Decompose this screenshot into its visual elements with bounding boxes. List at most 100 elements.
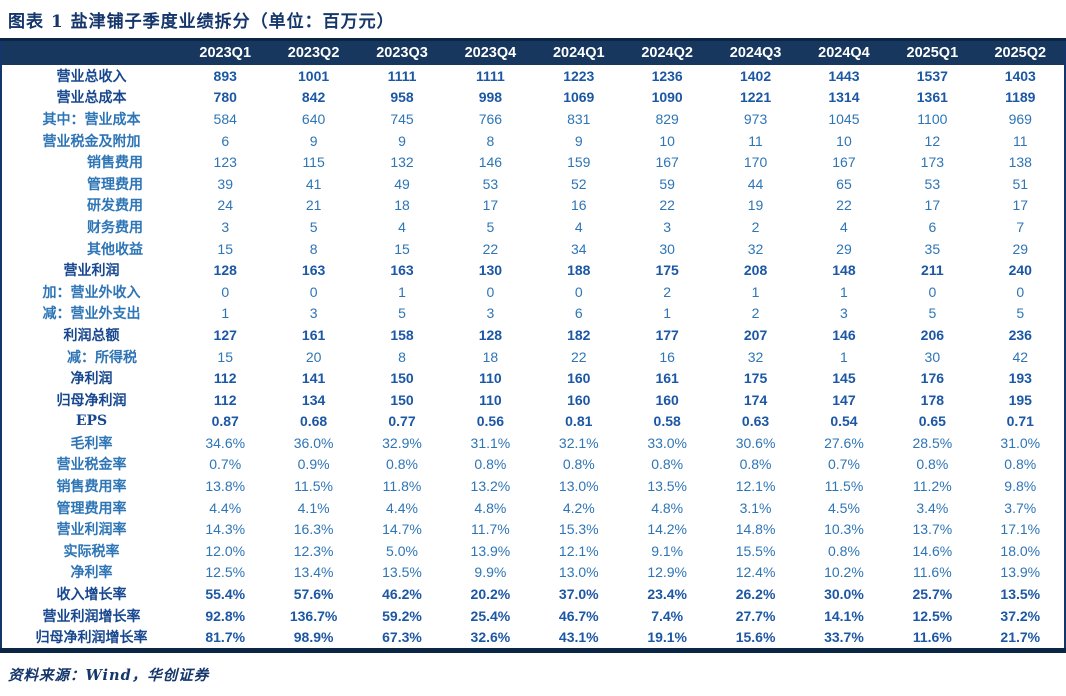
value-cell: 34.6%	[205, 434, 246, 451]
value-cell: 13.5%	[1000, 586, 1041, 603]
value-cell: 136.7%	[289, 607, 338, 624]
row-label: 其他收益	[87, 241, 144, 258]
value-cell: 17	[482, 197, 499, 214]
value-cell: 1	[751, 283, 760, 300]
value-cell: 0.8%	[474, 456, 507, 473]
value-cell: 1236	[651, 67, 683, 84]
value-cell: 1100	[917, 110, 948, 127]
value-cell: 5	[309, 218, 318, 235]
value-cell: 36.0%	[293, 434, 334, 451]
value-cell: 11.6%	[913, 564, 952, 581]
value-cell: 9.1%	[651, 542, 684, 559]
value-cell: 148	[832, 262, 856, 279]
value-cell: 22	[482, 240, 499, 257]
value-cell: 167	[655, 154, 679, 171]
value-cell: 14.3%	[205, 521, 246, 538]
value-cell: 0.87	[211, 413, 239, 430]
value-cell: 3.7%	[1004, 499, 1037, 516]
value-cell: 9	[398, 132, 406, 149]
value-cell: 4.8%	[651, 499, 684, 516]
value-cell: 170	[743, 154, 768, 171]
value-cell: 1	[840, 348, 848, 365]
value-cell: 5	[486, 218, 495, 235]
table-row: 管理费用率 4.4% 4.1% 4.4% 4.8% 4.2% 4.8% 3.1% 4.5% 3.4…	[1, 497, 1065, 519]
value-cell: 0.9%	[297, 456, 330, 473]
value-cell: 167	[832, 154, 856, 171]
row-label: 营业税金率	[56, 457, 127, 474]
value-cell: 15	[394, 240, 410, 257]
table-row: 营业总成本 780 842 958 998 1069 1090 1221 1314 1361 118…	[1, 87, 1065, 109]
table-row: 实际税率 12.0% 12.3% 5.0% 13.9% 12.1% 9.1% 15.5% 0.8…	[1, 540, 1065, 562]
row-label: 营业利润	[63, 263, 120, 280]
value-cell: 29	[836, 240, 852, 257]
value-cell: 12.1%	[735, 478, 776, 495]
value-cell: 195	[1008, 391, 1032, 408]
value-cell: 16	[659, 348, 675, 365]
value-cell: 128	[213, 262, 237, 279]
value-cell: 3	[309, 305, 318, 322]
value-cell: 640	[301, 110, 326, 127]
value-cell: 44	[747, 175, 764, 192]
value-cell: 52	[570, 175, 587, 192]
value-cell: 19.1%	[647, 629, 688, 646]
value-cell: 0.8%	[651, 456, 684, 473]
value-cell: 11	[1012, 132, 1028, 149]
value-cell: 1443	[828, 67, 860, 84]
value-cell: 0.58	[653, 413, 681, 430]
table-row: 收入增长率 55.4% 57.6% 46.2% 20.2% 37.0% 23.4% 26.2%…	[1, 583, 1065, 605]
value-cell: 0.7%	[827, 456, 860, 473]
header-quarter-2024Q3: 2024Q3	[711, 39, 800, 65]
row-label: 毛利率	[70, 435, 113, 452]
value-cell: 57.6%	[293, 586, 334, 603]
value-cell: 175	[743, 370, 768, 387]
value-cell: 5.0%	[386, 542, 418, 559]
value-cell: 20.2%	[470, 586, 511, 603]
value-cell: 3.1%	[739, 499, 772, 516]
value-cell: 128	[478, 326, 503, 343]
value-cell: 13.2%	[470, 478, 511, 495]
value-cell: 145	[832, 370, 856, 387]
value-cell: 9.9%	[474, 564, 507, 581]
value-cell: 3	[221, 218, 230, 235]
value-cell: 11	[748, 132, 763, 149]
value-cell: 14.8%	[735, 521, 776, 538]
value-cell: 177	[655, 326, 679, 343]
value-cell: 30	[659, 240, 675, 257]
value-cell: 0.7%	[209, 456, 242, 473]
value-cell: 115	[302, 154, 325, 171]
value-cell: 12.0%	[205, 542, 246, 559]
value-cell: 12.5%	[912, 607, 953, 624]
value-cell: 13.5%	[382, 564, 422, 581]
value-cell: 1	[663, 305, 672, 322]
value-cell: 31.0%	[1000, 434, 1041, 451]
value-cell: 13.0%	[558, 564, 599, 581]
value-cell: 208	[743, 262, 768, 279]
value-cell: 4	[574, 218, 583, 235]
header-quarter-2023Q2: 2023Q2	[269, 39, 358, 65]
value-cell: 81.7%	[205, 629, 246, 646]
value-cell: 27.7%	[735, 607, 776, 624]
value-cell: 8	[486, 132, 495, 149]
table-row: 减：所得税 15 20 8 18 22 16 32 1 30 42	[1, 346, 1065, 368]
value-cell: 14.6%	[912, 542, 953, 559]
value-cell: 161	[655, 370, 679, 387]
row-label: 营业总收入	[56, 68, 127, 85]
value-cell: 15	[217, 240, 233, 257]
value-cell: 175	[655, 262, 679, 279]
value-cell: 11.8%	[382, 478, 422, 495]
value-cell: 2	[751, 218, 760, 235]
value-cell: 12.3%	[293, 542, 334, 559]
value-cell: 23.4%	[647, 586, 688, 603]
value-cell: 20	[305, 348, 322, 365]
table-row: 研发费用 24 21 18 17 16 22 19 22 17 17	[1, 195, 1065, 217]
value-cell: 127	[213, 326, 237, 343]
row-label: EPS	[75, 413, 108, 430]
value-cell: 0.56	[476, 413, 504, 430]
data-source-note: 资料来源：Wind，华创证券	[8, 667, 210, 685]
value-cell: 5	[928, 305, 937, 322]
value-cell: 1	[398, 283, 406, 300]
value-cell: 141	[301, 370, 326, 387]
table-row: 其中：营业成本 584 640 745 766 831 829 973 1045 1100 969	[1, 108, 1065, 130]
value-cell: 178	[920, 391, 945, 408]
value-cell: 13.5%	[647, 478, 688, 495]
